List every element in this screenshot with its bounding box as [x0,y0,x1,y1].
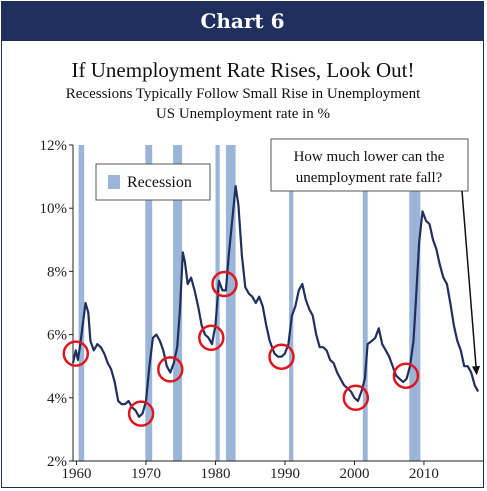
legend-label: Recession [127,174,192,191]
recession-band-1 [145,145,153,461]
circled-point-1 [127,400,155,427]
x-tick-label-1: 1970 [131,466,161,482]
x-tick-label-3: 1990 [270,466,300,482]
annotation-text-line1: How much lower can the [294,149,445,165]
circled-points [62,270,420,427]
axes: 2% 4% 6% 8% 10% 12% 1960 1970 1980 1990 2000 2010 [40,138,483,482]
y-tick-label-4: 10% [40,201,68,217]
annotation: How much lower can the unemployment rate… [270,138,480,376]
annotation-arrow [461,190,477,367]
annotation-box [270,138,469,192]
legend: Recession [95,163,211,201]
recession-band-0 [78,145,85,461]
chart-subtitle-units: US Unemployment rate in % [156,106,330,122]
chart-title: If Unemployment Rate Rises, Look Out! [72,58,415,82]
annotation-arrowhead [472,365,480,376]
series-line-0 [71,185,480,418]
circled-point-7 [392,362,420,389]
y-tick-label-0: 2% [47,454,67,470]
recession-band-5 [289,145,294,461]
circled-point-3 [198,324,225,352]
circled-point-4 [211,270,238,298]
legend-swatch [108,175,120,189]
y-tick-label-5: 12% [40,138,68,154]
chart-header: Chart 6 [2,2,483,41]
annotation-text-line2: unemployment rate fall? [296,170,443,186]
circled-point-6 [342,384,370,412]
circled-point-5 [268,343,295,370]
y-tick-label-1: 4% [47,391,67,407]
y-tick-label-3: 8% [47,264,67,280]
x-tick-label-4: 2000 [339,466,369,482]
recession-band-2 [173,145,183,461]
y-tick-label-2: 6% [47,328,67,344]
series-layer [71,185,480,418]
recession-band-6 [362,145,368,461]
recession-band-4 [225,145,236,461]
chart-subtitle: Recessions Typically Follow Small Rise i… [66,86,421,102]
circled-point-2 [157,356,184,383]
x-tick-label-2: 1980 [200,466,230,482]
circled-point-0 [62,340,90,367]
x-tick-label-0: 1960 [61,466,91,482]
x-tick-label-5: 2010 [409,466,439,482]
